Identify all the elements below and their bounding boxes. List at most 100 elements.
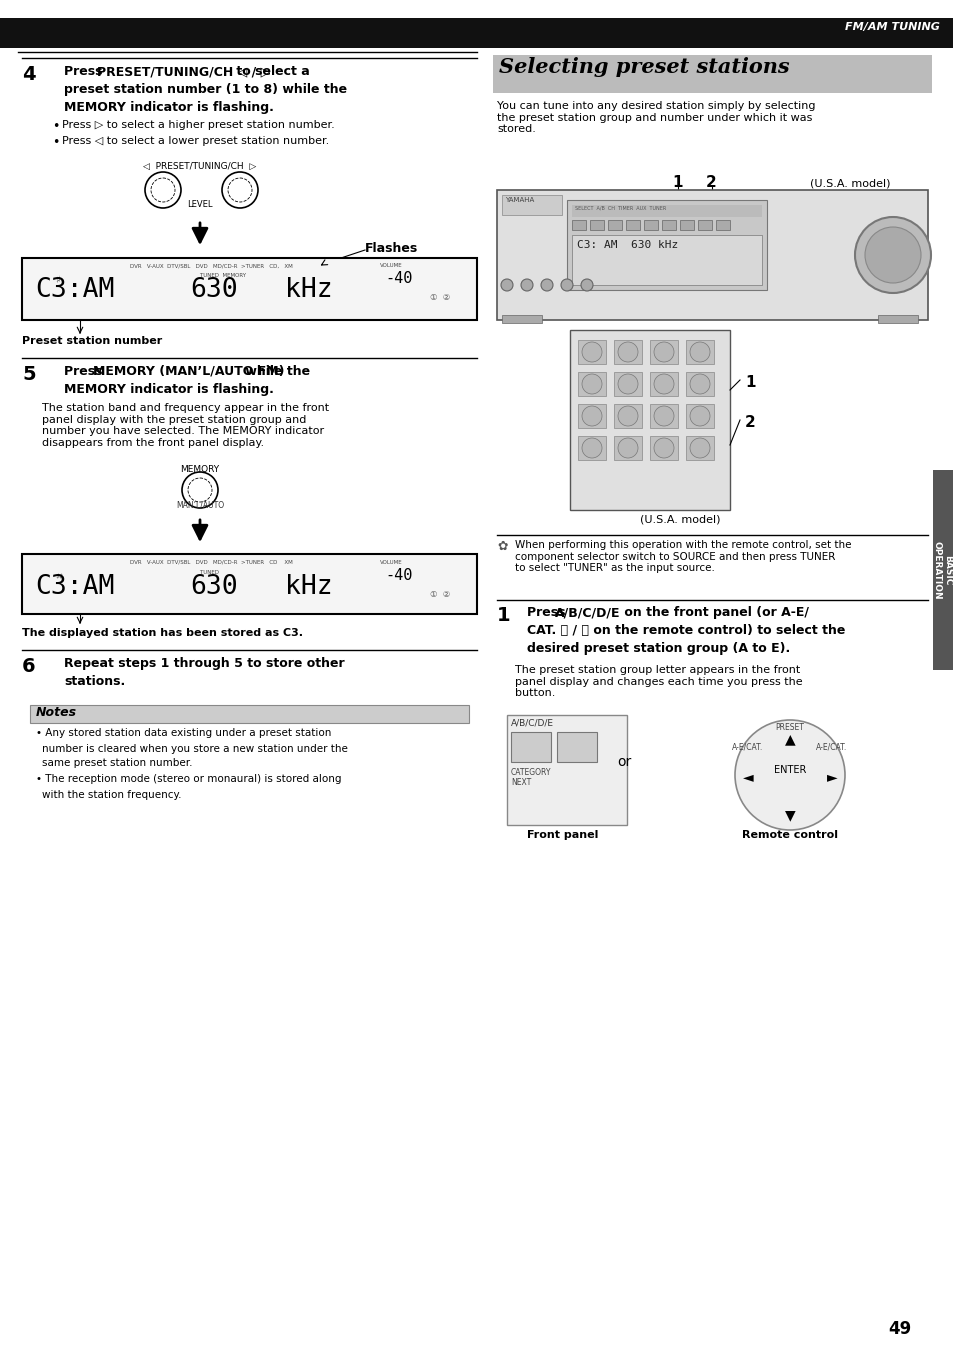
- Text: Front panel: Front panel: [526, 830, 598, 840]
- Text: number is cleared when you store a new station under the: number is cleared when you store a new s…: [42, 744, 348, 755]
- Text: -40: -40: [385, 568, 412, 583]
- Text: A-E/CAT.: A-E/CAT.: [732, 743, 762, 751]
- Text: TUNED  MEMORY: TUNED MEMORY: [130, 273, 246, 278]
- Text: kHz: kHz: [285, 574, 333, 599]
- Circle shape: [618, 374, 638, 394]
- Text: DVR   V-AUX  DTV/SBL   DVD   MD/CD-R  >TUNER   CD    XM: DVR V-AUX DTV/SBL DVD MD/CD-R >TUNER CD …: [130, 560, 293, 566]
- Bar: [30, 705, 469, 724]
- Circle shape: [689, 342, 709, 362]
- Text: 630: 630: [190, 277, 237, 302]
- Text: 1: 1: [671, 176, 681, 190]
- Bar: [614, 340, 641, 364]
- Text: to select a: to select a: [232, 65, 310, 78]
- Circle shape: [618, 342, 638, 362]
- Bar: [614, 404, 641, 428]
- Text: MEMORY indicator is flashing.: MEMORY indicator is flashing.: [64, 101, 274, 113]
- Circle shape: [689, 374, 709, 394]
- Text: kHz: kHz: [285, 277, 333, 302]
- Bar: [685, 436, 713, 460]
- Text: while the: while the: [241, 364, 310, 378]
- Bar: [679, 220, 693, 230]
- Text: VOLUME: VOLUME: [379, 263, 402, 269]
- Text: MEMORY: MEMORY: [180, 464, 219, 474]
- Bar: [625, 220, 639, 230]
- Text: PRESET/TUNING/CH ◁ / ▷: PRESET/TUNING/CH ◁ / ▷: [97, 65, 270, 78]
- Text: Press ▷ to select a higher preset station number.: Press ▷ to select a higher preset statio…: [62, 120, 335, 130]
- Circle shape: [581, 406, 601, 427]
- Text: with the station frequency.: with the station frequency.: [42, 790, 181, 801]
- Bar: [932, 470, 953, 670]
- Text: The station band and frequency appear in the front
panel display with the preset: The station band and frequency appear in…: [42, 404, 329, 448]
- Text: You can tune into any desired station simply by selecting
the preset station gro: You can tune into any desired station si…: [497, 101, 815, 134]
- Text: 49: 49: [887, 1320, 911, 1338]
- Text: Notes: Notes: [36, 706, 77, 720]
- Text: PRESET: PRESET: [775, 724, 803, 732]
- Text: Remote control: Remote control: [741, 830, 837, 840]
- Bar: [501, 315, 541, 323]
- Bar: [22, 258, 476, 320]
- Text: ENTER: ENTER: [773, 765, 805, 775]
- Text: C3: AM  630 kHz: C3: AM 630 kHz: [577, 240, 678, 250]
- Text: VOLUME: VOLUME: [379, 560, 402, 566]
- Text: CAT. 〈 / 〉 on the remote control) to select the: CAT. 〈 / 〉 on the remote control) to sel…: [526, 624, 844, 637]
- Text: 2: 2: [705, 176, 716, 190]
- Text: •: •: [52, 136, 59, 148]
- Text: preset station number (1 to 8) while the: preset station number (1 to 8) while the: [64, 82, 347, 96]
- Text: stations.: stations.: [64, 675, 125, 688]
- Circle shape: [500, 279, 513, 292]
- Bar: [607, 220, 621, 230]
- Text: A-E/CAT.: A-E/CAT.: [816, 743, 846, 751]
- Bar: [497, 190, 927, 320]
- Bar: [569, 329, 729, 510]
- Text: ▼: ▼: [784, 809, 795, 822]
- Text: • Any stored station data existing under a preset station: • Any stored station data existing under…: [36, 728, 331, 738]
- Text: 5: 5: [22, 364, 35, 383]
- Text: Preset station number: Preset station number: [22, 336, 162, 346]
- Circle shape: [689, 406, 709, 427]
- Bar: [643, 220, 658, 230]
- Text: ▲: ▲: [784, 732, 795, 747]
- Text: 1: 1: [744, 375, 755, 390]
- Text: LEVEL: LEVEL: [187, 200, 213, 209]
- Bar: [0, 18, 953, 49]
- Text: C3:AM: C3:AM: [35, 574, 114, 599]
- Bar: [566, 200, 766, 290]
- Text: The preset station group letter appears in the front
panel display and changes e: The preset station group letter appears …: [515, 666, 801, 698]
- Text: Press ◁ to select a lower preset station number.: Press ◁ to select a lower preset station…: [62, 136, 329, 146]
- Text: BASIC
OPERATION: BASIC OPERATION: [931, 541, 951, 599]
- Text: or: or: [617, 755, 631, 770]
- Circle shape: [560, 279, 573, 292]
- Text: ♯♯: ♯♯: [55, 572, 63, 580]
- Bar: [649, 436, 678, 460]
- Bar: [649, 340, 678, 364]
- Bar: [572, 235, 761, 285]
- Bar: [614, 436, 641, 460]
- Bar: [877, 315, 917, 323]
- Text: ◁  PRESET/TUNING/CH  ▷: ◁ PRESET/TUNING/CH ▷: [143, 162, 256, 171]
- Text: NEXT: NEXT: [511, 778, 531, 787]
- Circle shape: [581, 374, 601, 394]
- Text: CATEGORY: CATEGORY: [511, 768, 551, 778]
- Text: •: •: [52, 120, 59, 134]
- Circle shape: [540, 279, 553, 292]
- Text: 1: 1: [497, 606, 510, 625]
- Bar: [661, 220, 676, 230]
- Text: When performing this operation with the remote control, set the
component select: When performing this operation with the …: [515, 540, 851, 574]
- Text: 4: 4: [22, 65, 35, 84]
- Bar: [614, 373, 641, 396]
- Bar: [649, 404, 678, 428]
- Bar: [716, 220, 729, 230]
- Circle shape: [654, 374, 673, 394]
- Bar: [22, 554, 476, 614]
- Text: (U.S.A. model): (U.S.A. model): [639, 514, 720, 524]
- Text: Press: Press: [64, 65, 107, 78]
- Circle shape: [654, 437, 673, 458]
- Bar: [578, 404, 605, 428]
- Text: 2: 2: [744, 414, 755, 431]
- Circle shape: [520, 279, 533, 292]
- Text: ✿: ✿: [497, 540, 507, 553]
- Circle shape: [654, 406, 673, 427]
- Text: (U.S.A. model): (U.S.A. model): [809, 178, 889, 188]
- Text: SELECT  A/B  CH  TIMER  AUX  TUNER: SELECT A/B CH TIMER AUX TUNER: [575, 207, 665, 211]
- Text: ①  ②: ① ②: [430, 590, 450, 599]
